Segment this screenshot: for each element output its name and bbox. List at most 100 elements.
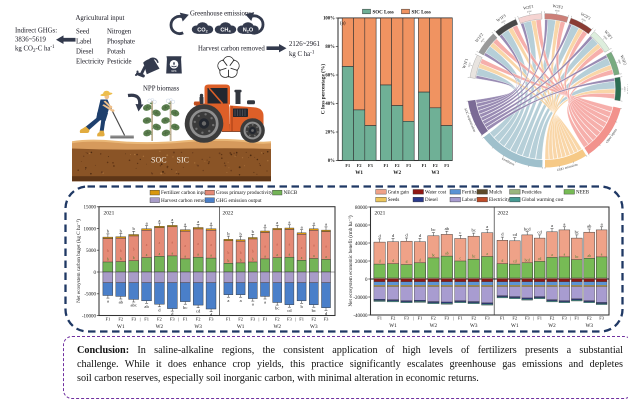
- svg-text:60%: 60%: [325, 74, 335, 79]
- svg-text:b: b: [240, 258, 242, 262]
- svg-text:F2: F2: [275, 316, 280, 321]
- svg-text:N2O: N2O: [243, 28, 254, 34]
- svg-text:a: a: [252, 302, 254, 307]
- svg-text:4000: 4000: [581, 18, 587, 23]
- svg-text:a: a: [289, 242, 291, 246]
- svg-text:Fertilizers: Fertilizers: [501, 157, 516, 167]
- svg-text:b: b: [107, 229, 110, 234]
- svg-text:b: b: [228, 251, 230, 255]
- svg-text:W3F2: W3F2: [619, 54, 627, 66]
- svg-text:F1: F1: [377, 316, 382, 321]
- svg-text:SOC Loss: SOC Loss: [373, 11, 394, 16]
- svg-text:4000: 4000: [527, 10, 533, 14]
- svg-text:F1: F1: [418, 316, 423, 321]
- svg-text:4000: 4000: [555, 9, 561, 13]
- svg-text:GHG emission output: GHG emission output: [216, 198, 262, 204]
- svg-text:a: a: [210, 254, 212, 258]
- svg-text:d: d: [210, 312, 213, 317]
- svg-text:F3: F3: [368, 163, 373, 168]
- svg-text:a: a: [210, 220, 212, 225]
- svg-text:Harvest carbon removed: Harvest carbon removed: [198, 46, 265, 53]
- svg-text:W3: W3: [585, 323, 593, 329]
- svg-text:bcd: bcd: [525, 258, 530, 262]
- svg-text:4000: 4000: [480, 37, 486, 43]
- svg-text:4000: 4000: [467, 61, 472, 67]
- svg-text:c: c: [459, 230, 461, 235]
- svg-text:b: b: [227, 231, 230, 236]
- svg-text:W1F1: W1F1: [461, 58, 469, 70]
- svg-text:Fertilizer: Fertilizer: [462, 190, 481, 195]
- svg-text:bc: bc: [183, 305, 187, 310]
- svg-text:4000: 4000: [602, 35, 608, 41]
- svg-text:W2: W2: [548, 323, 556, 329]
- svg-text:F2: F2: [357, 163, 362, 168]
- svg-text:F1: F1: [458, 316, 463, 321]
- svg-text:a: a: [184, 244, 186, 248]
- svg-text:F1: F1: [345, 163, 350, 168]
- svg-text:GHG emissions: GHG emissions: [556, 162, 578, 172]
- svg-text:b: b: [133, 256, 135, 260]
- svg-text:F1: F1: [537, 316, 542, 321]
- svg-text:F3: F3: [250, 316, 256, 321]
- svg-text:SIC: SIC: [177, 156, 189, 165]
- svg-text:F3: F3: [287, 316, 293, 321]
- svg-text:cd: cd: [513, 260, 517, 264]
- svg-text:a: a: [563, 221, 565, 226]
- svg-text:20%: 20%: [325, 131, 335, 136]
- svg-text:F3: F3: [131, 316, 137, 321]
- svg-text:a: a: [301, 256, 303, 260]
- svg-text:a: a: [551, 253, 553, 257]
- svg-text:Nitrogen: Nitrogen: [107, 29, 132, 36]
- svg-text:a: a: [276, 243, 278, 247]
- svg-text:a: a: [313, 254, 315, 258]
- svg-text:a: a: [171, 240, 173, 244]
- svg-text:a: a: [184, 254, 186, 258]
- svg-text:Grain gain: Grain gain: [388, 190, 410, 195]
- svg-text:F1: F1: [299, 316, 304, 321]
- svg-text:F1: F1: [226, 316, 231, 321]
- svg-text:b: b: [252, 229, 255, 234]
- svg-text:F1: F1: [106, 316, 111, 321]
- svg-text:Water cost: Water cost: [425, 190, 447, 195]
- svg-text:ab: ab: [587, 254, 591, 258]
- svg-text:bc: bc: [575, 255, 579, 259]
- svg-text:W3: W3: [470, 323, 478, 329]
- svg-text:Diesel: Diesel: [425, 198, 438, 203]
- svg-text:F2: F2: [471, 316, 476, 321]
- svg-text:bc: bc: [432, 253, 436, 257]
- svg-text:F1: F1: [422, 163, 427, 168]
- svg-text:F2: F2: [395, 163, 400, 168]
- svg-text:d: d: [171, 312, 174, 317]
- svg-text:SOC: SOC: [151, 156, 167, 165]
- svg-text:Seeds: Seeds: [388, 198, 400, 203]
- svg-text:a: a: [325, 222, 327, 227]
- svg-text:a: a: [289, 253, 291, 257]
- svg-text:W3F3: W3F3: [627, 84, 628, 94]
- svg-text:a: a: [313, 243, 315, 247]
- svg-text:a: a: [601, 252, 603, 256]
- svg-text:W2: W2: [273, 324, 281, 330]
- svg-text:W2F1: W2F1: [523, 4, 534, 11]
- svg-text:W2: W2: [156, 324, 164, 330]
- svg-text:W2F2: W2F2: [552, 3, 563, 10]
- svg-text:b: b: [300, 304, 303, 309]
- svg-text:Phosphate: Phosphate: [107, 39, 135, 46]
- svg-text:F1: F1: [183, 316, 188, 321]
- svg-text:F2: F2: [196, 316, 201, 321]
- svg-text:a: a: [146, 243, 148, 247]
- svg-text:100%: 100%: [323, 17, 335, 22]
- svg-text:Pesticides: Pesticides: [522, 190, 542, 195]
- svg-text:a: a: [601, 221, 603, 226]
- svg-text:Net ecosystem carbon buget (kg: Net ecosystem carbon buget (kg C ha⁻¹): [75, 219, 82, 303]
- svg-text:F3: F3: [485, 316, 491, 321]
- svg-text:a: a: [486, 252, 488, 256]
- svg-text:ab: ab: [119, 300, 124, 305]
- svg-text:a: a: [264, 300, 266, 305]
- svg-text:CO2: CO2: [197, 28, 208, 34]
- svg-text:a: a: [227, 298, 229, 303]
- svg-text:2126~2961: 2126~2961: [289, 41, 320, 48]
- svg-text:F3: F3: [525, 316, 531, 321]
- svg-text:F3: F3: [406, 163, 411, 168]
- svg-text:d: d: [378, 234, 381, 239]
- svg-text:b: b: [133, 226, 136, 231]
